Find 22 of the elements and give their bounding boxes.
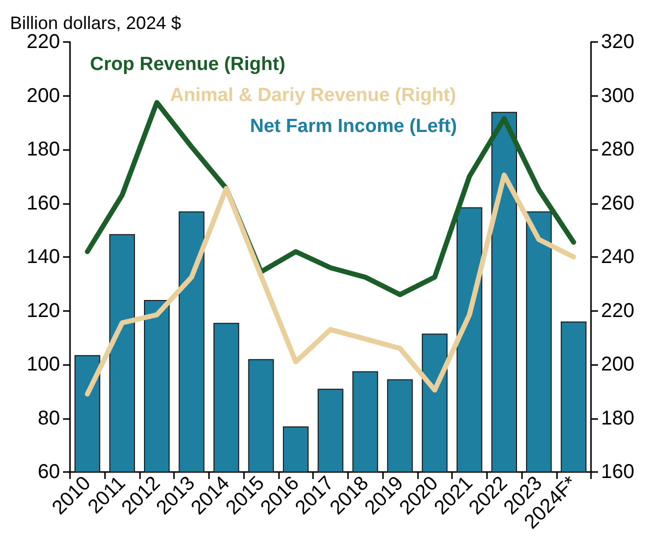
y2-tick-label: 180	[601, 407, 634, 430]
y-tick-label: 220	[26, 31, 60, 53]
y2-tick-label: 240	[601, 246, 634, 268]
y2-tick-label: 160	[601, 461, 634, 483]
y2-tick-label: 280	[601, 138, 634, 160]
y2-tick-label: 300	[601, 84, 634, 107]
text: Crop Revenue (Right)	[90, 54, 286, 75]
y-tick-label: 140	[26, 246, 60, 268]
series-label: Net Farm Income (Left)	[250, 116, 457, 137]
y-tick-label: 160	[26, 192, 60, 214]
y-tick-label: 80	[38, 407, 60, 430]
y-tick-label: 60	[38, 461, 60, 483]
y2-tick-label: 220	[601, 300, 634, 322]
text: Animal & Dariy Revenue (Right)	[170, 85, 456, 106]
y2-tick-label: 320	[601, 31, 634, 53]
y-tick-label: 100	[26, 354, 60, 376]
y-tick-label: 180	[26, 138, 60, 160]
y-tick-label: 120	[26, 300, 60, 322]
y-tick-label: 200	[26, 84, 60, 107]
y2-tick-label: 200	[601, 354, 634, 376]
y2-tick-label: 260	[601, 192, 634, 214]
y-axis-title: Billion dollars, 2024 $	[10, 13, 182, 33]
